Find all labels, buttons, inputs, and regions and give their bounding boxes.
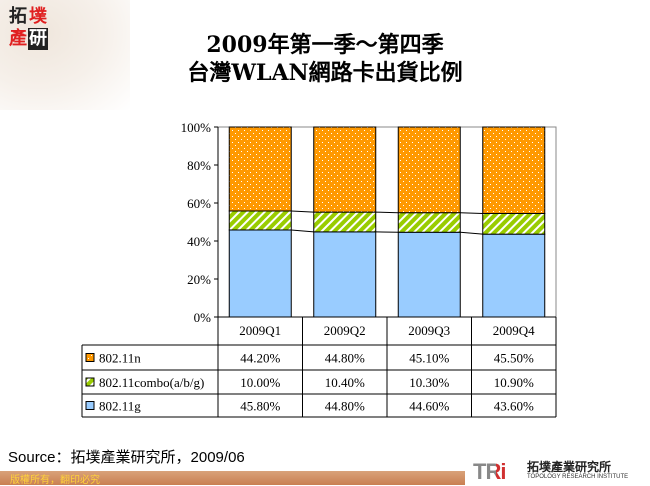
bar-802.11g [229, 230, 291, 317]
data-label: 10.90% [494, 375, 534, 390]
y-tick-label: 0% [194, 310, 212, 325]
category-label: 2009Q1 [239, 323, 281, 338]
bar-802.11combo(a/b/g) [398, 213, 460, 233]
legend-label: 802.11n [99, 351, 141, 366]
bar-802.11n [398, 127, 460, 213]
data-label: 10.00% [240, 375, 280, 390]
legend-swatch [86, 402, 94, 410]
legend-label: 802.11g [99, 399, 141, 414]
series-line [376, 212, 399, 213]
bar-802.11combo(a/b/g) [314, 212, 376, 232]
brand-logo: TRi 拓墣產業研究所 TOPOLOGY RESEARCH INSTITUTE [465, 455, 650, 485]
category-label: 2009Q2 [324, 323, 366, 338]
brand-mark: TRi [473, 459, 505, 485]
data-label: 10.40% [325, 375, 365, 390]
legend-label: 802.11combo(a/b/g) [99, 375, 204, 390]
category-label: 2009Q4 [493, 323, 535, 338]
source-note: Source：拓墣產業研究所，2009/06 [8, 446, 245, 467]
copyright-text: 版權所有，翻印必究 [10, 471, 100, 486]
data-label: 45.50% [494, 351, 534, 366]
brand-name-en: TOPOLOGY RESEARCH INSTITUTE [527, 474, 628, 480]
y-tick-label: 20% [187, 272, 211, 287]
bar-802.11g [398, 232, 460, 317]
category-label: 2009Q3 [408, 323, 450, 338]
brand-name-zh: 拓墣產業研究所 [527, 458, 611, 475]
data-label: 45.10% [409, 351, 449, 366]
bar-802.11n [314, 127, 376, 212]
y-tick-label: 40% [187, 234, 211, 249]
data-label: 43.60% [494, 399, 534, 414]
data-label: 44.60% [409, 399, 449, 414]
bar-802.11n [229, 127, 291, 211]
legend-swatch [86, 354, 94, 362]
data-label: 10.30% [409, 375, 449, 390]
y-tick-label: 100% [181, 120, 212, 135]
bar-802.11g [483, 234, 545, 317]
data-label: 44.20% [240, 351, 280, 366]
bar-802.11combo(a/b/g) [483, 213, 545, 234]
bar-802.11g [314, 232, 376, 317]
y-tick-label: 60% [187, 196, 211, 211]
bar-802.11combo(a/b/g) [229, 211, 291, 230]
legend-swatch [86, 378, 94, 386]
bar-802.11n [483, 127, 545, 213]
y-tick-label: 80% [187, 158, 211, 173]
data-label: 44.80% [325, 399, 365, 414]
data-label: 45.80% [240, 399, 280, 414]
data-label: 44.80% [325, 351, 365, 366]
